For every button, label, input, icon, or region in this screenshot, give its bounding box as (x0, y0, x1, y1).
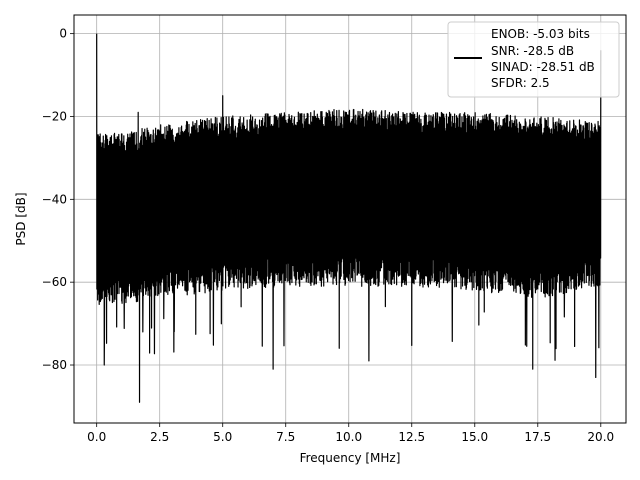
y-axis-ticks: 0 −20 −40 −60 −80 (42, 27, 74, 372)
x-tick-label: 0.0 (87, 430, 106, 444)
x-tick-label: 2.5 (150, 430, 169, 444)
x-tick-label: 15.0 (461, 430, 488, 444)
x-tick-label: 20.0 (587, 430, 614, 444)
legend-line-2: SNR: -28.5 dB (491, 44, 574, 58)
x-axis-label: Frequency [MHz] (300, 451, 401, 465)
y-axis-label: PSD [dB] (14, 192, 28, 245)
legend: ENOB: -5.03 bits SNR: -28.5 dB SINAD: -2… (447, 21, 620, 98)
trace-group (96, 33, 602, 403)
x-tick-label: 5.0 (213, 430, 232, 444)
y-tick-label: −20 (42, 109, 67, 123)
x-tick-label: 17.5 (524, 430, 551, 444)
y-tick-label: −60 (42, 275, 67, 289)
plot-frame (73, 14, 627, 424)
y-tick-label: 0 (59, 27, 67, 41)
x-tick-label: 10.0 (335, 430, 362, 444)
legend-line-4: SFDR: 2.5 (491, 76, 550, 90)
y-tick-label: −80 (42, 358, 67, 372)
x-tick-label: 12.5 (398, 430, 425, 444)
legend-box (447, 21, 620, 98)
x-tick-label: 7.5 (276, 430, 295, 444)
legend-line-1: ENOB: -5.03 bits (491, 27, 590, 41)
legend-line-3: SINAD: -28.51 dB (491, 60, 595, 74)
x-axis-ticks: 0.0 2.5 5.0 7.5 10.0 12.5 15.0 17.5 20.0 (87, 423, 614, 444)
psd-trace-line (96, 33, 602, 403)
y-tick-label: −40 (42, 192, 67, 206)
